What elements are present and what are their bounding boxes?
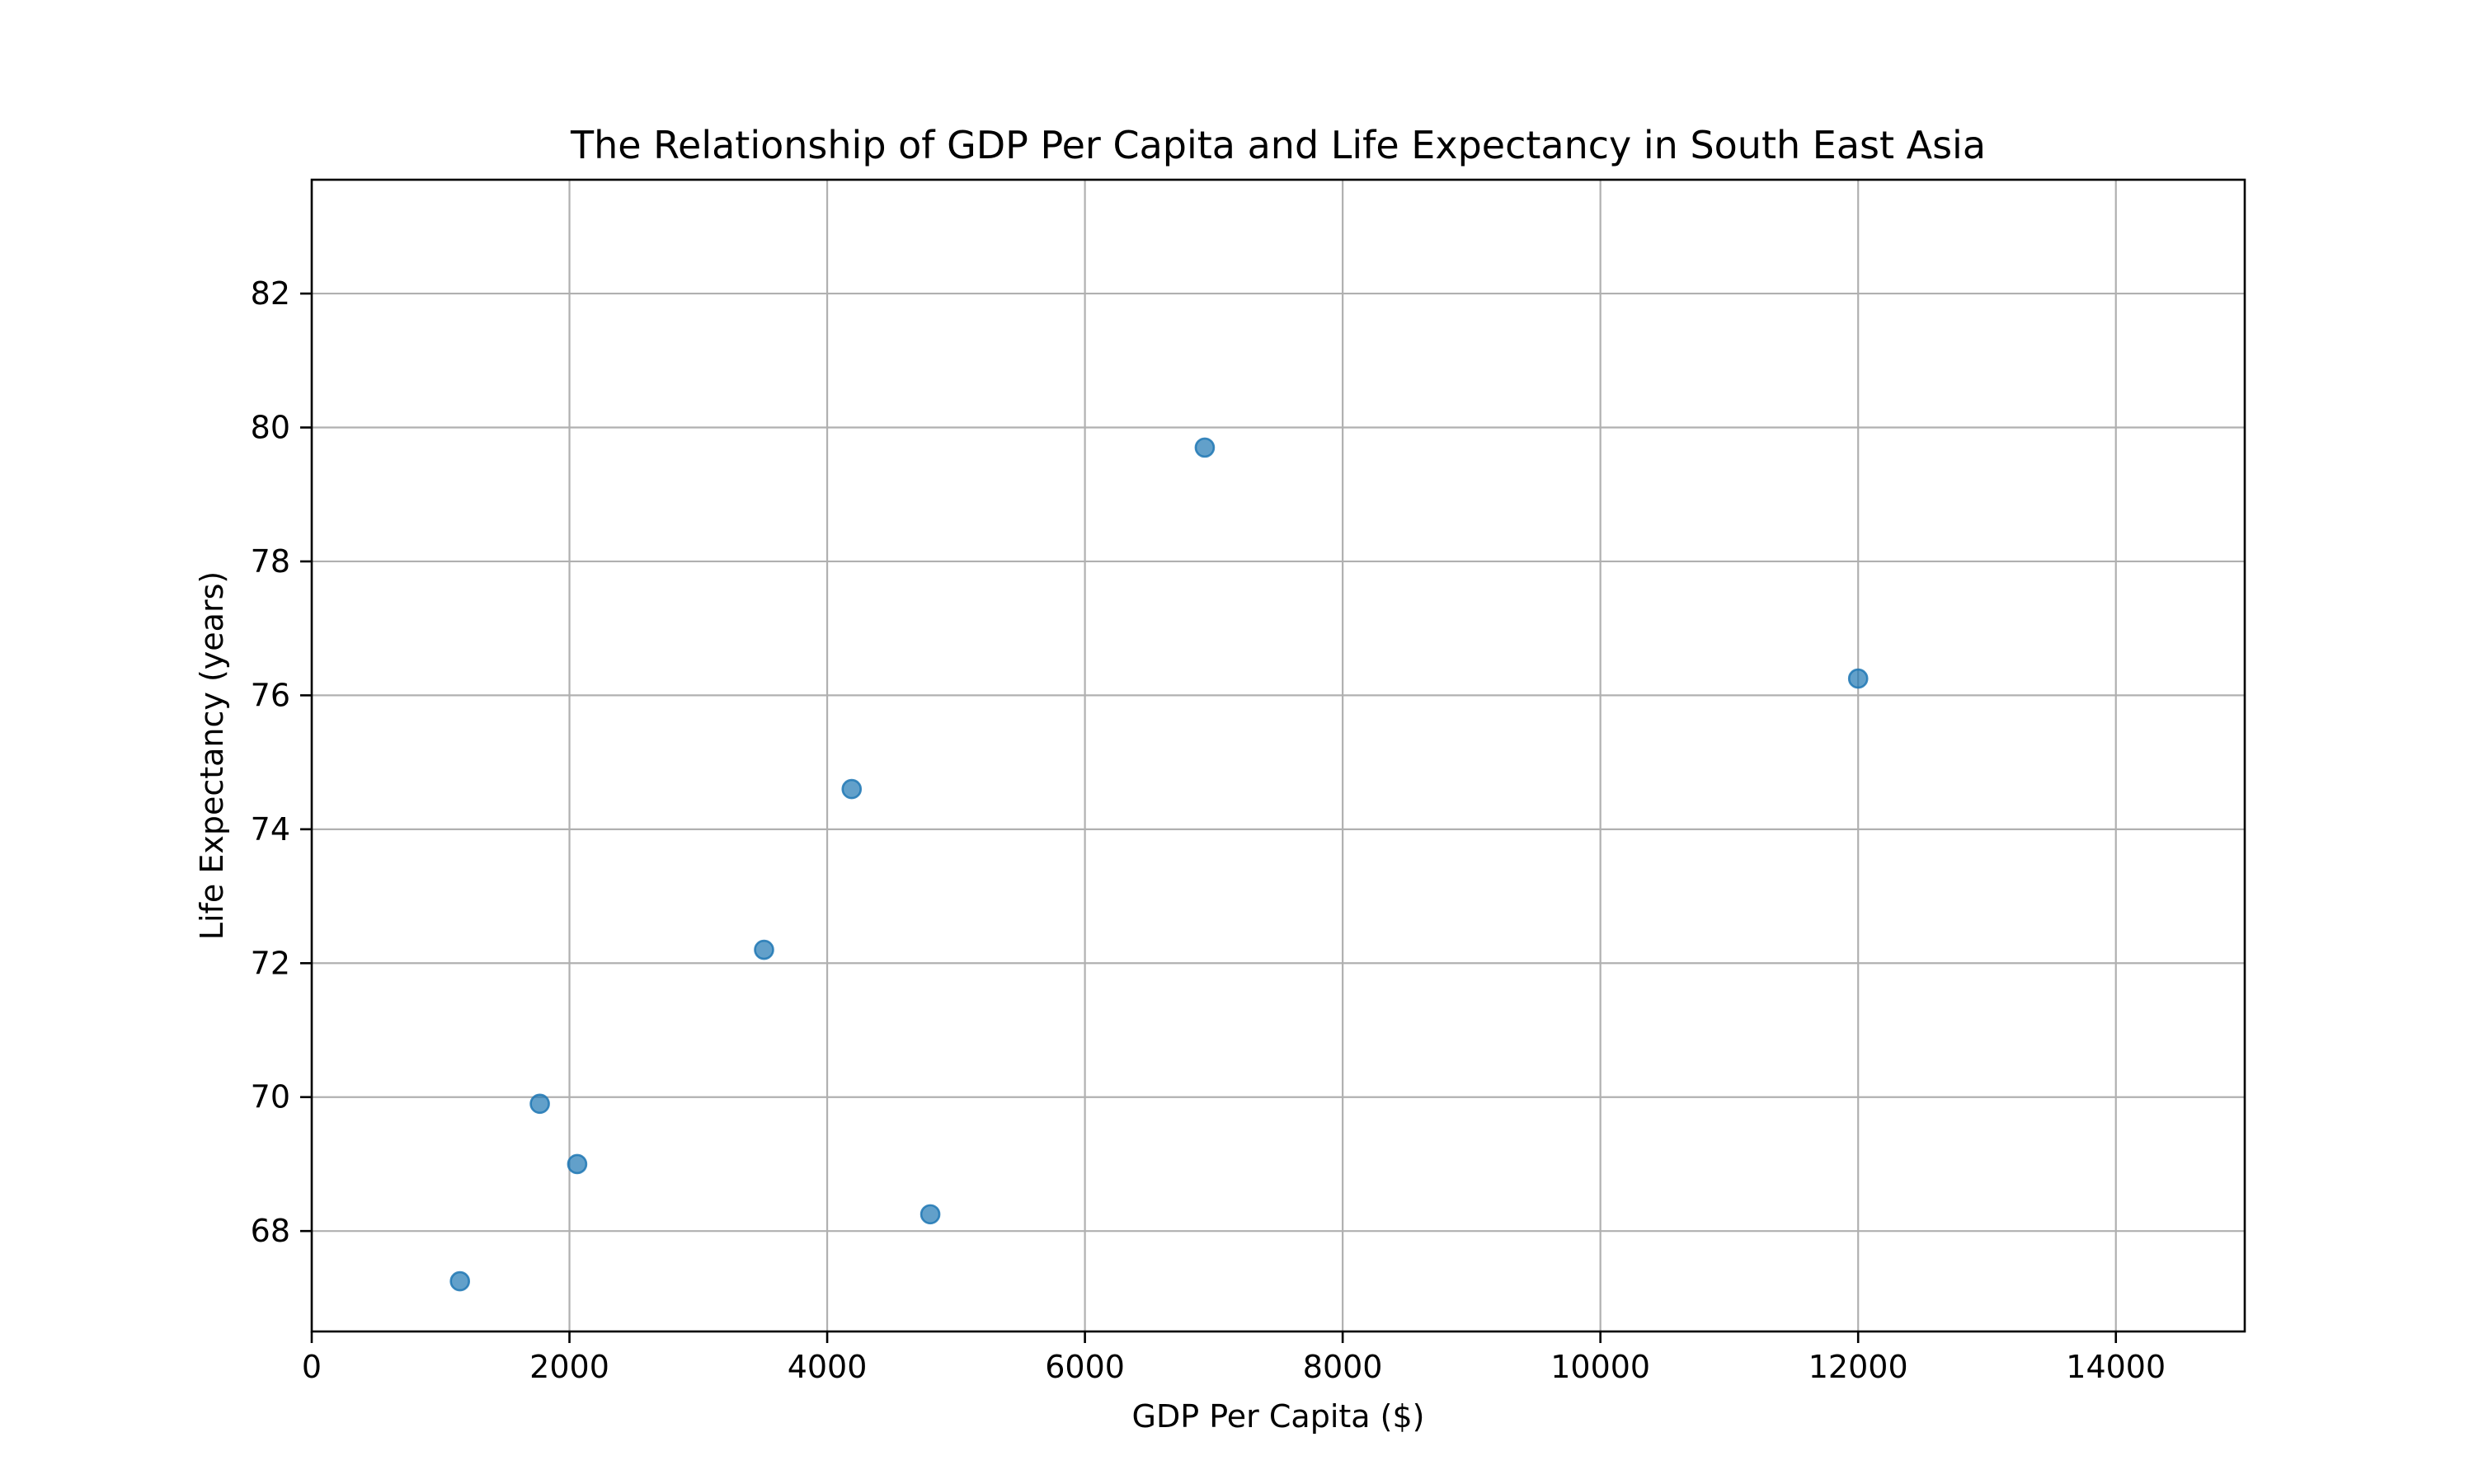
scatter-point (529, 1093, 550, 1115)
y-tick-label: 70 (251, 1079, 290, 1115)
y-tick-label: 74 (251, 811, 290, 848)
y-tick-label: 80 (251, 410, 290, 446)
y-axis-label: Life Expectancy (years) (194, 571, 230, 940)
x-tick-label: 0 (302, 1349, 322, 1385)
x-tick-label: 12000 (1808, 1349, 1908, 1385)
x-tick-label: 10000 (1550, 1349, 1650, 1385)
x-tick-label: 2000 (529, 1349, 609, 1385)
points-layer (449, 437, 1869, 1292)
scatter-point (754, 939, 774, 960)
scatter-point (567, 1153, 588, 1175)
axes-frame (310, 178, 2246, 1333)
scatter-point (1847, 668, 1869, 689)
scatter-point (1194, 437, 1216, 458)
y-tick-label: 72 (251, 945, 290, 981)
x-tick-label: 14000 (2066, 1349, 2166, 1385)
x-tick-label: 4000 (788, 1349, 868, 1385)
y-tick-label: 78 (251, 543, 290, 580)
chart-title: The Relationship of GDP Per Capita and L… (570, 123, 1986, 167)
grid-layer (310, 180, 2245, 1331)
x-tick-label: 8000 (1303, 1349, 1383, 1385)
scatter-point (841, 778, 863, 800)
ticks-layer: 0 2000 4000 6000 8000 10000 12000 14000 68 70 72 74… (251, 275, 2166, 1385)
y-tick-label: 82 (251, 275, 290, 312)
scatter-point (920, 1204, 941, 1225)
y-tick-label: 68 (251, 1213, 290, 1249)
scatter-point (449, 1270, 471, 1292)
x-axis-label: GDP Per Capita ($) (1132, 1398, 1425, 1435)
x-tick-label: 6000 (1045, 1349, 1125, 1385)
y-tick-label: 76 (251, 677, 290, 713)
